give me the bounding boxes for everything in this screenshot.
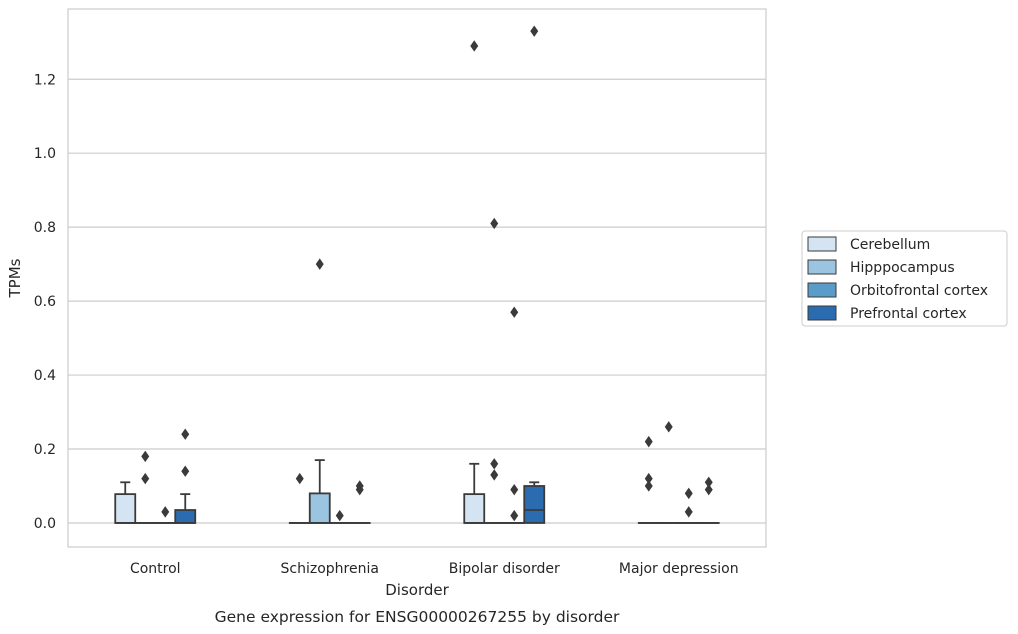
outlier-point — [315, 258, 324, 270]
outlier-point — [355, 483, 364, 496]
box-body — [523, 485, 546, 524]
box-body — [308, 492, 331, 524]
outlier-points — [141, 25, 713, 522]
legend-label: Prefrontal cortex — [850, 306, 967, 322]
outlier-point — [644, 480, 653, 492]
outlier-point — [295, 472, 304, 485]
box-body — [463, 493, 486, 524]
x-tick-label: Schizophrenia — [281, 561, 379, 577]
outlier-point — [644, 435, 653, 448]
y-tick-label: 1.0 — [34, 146, 56, 162]
x-tick-label: Major depression — [619, 561, 739, 577]
x-axis-label: Disorder — [385, 581, 449, 599]
legend-swatch — [807, 305, 837, 321]
plot-area-frame — [67, 8, 767, 548]
y-tick-label: 1.2 — [34, 72, 56, 88]
outlier-point — [181, 428, 190, 440]
box — [523, 481, 546, 524]
legend-label: Hipppocampus — [850, 260, 955, 276]
outlier-point — [510, 509, 519, 522]
x-tick-label: Control — [130, 561, 181, 577]
outlier-point — [684, 487, 693, 500]
outlier-point — [335, 509, 344, 522]
outlier-point — [490, 469, 499, 481]
box-series — [114, 459, 720, 524]
outlier-point — [510, 483, 519, 496]
box-body — [114, 493, 137, 524]
outlier-point — [161, 506, 170, 518]
y-tick-labels: 0.0 0.2 0.4 0.6 0.8 1.0 1.2 — [34, 72, 56, 532]
legend-swatch — [807, 259, 837, 275]
legend-frame — [801, 230, 1008, 327]
y-tick-label: 0.6 — [34, 294, 56, 310]
outlier-point — [684, 506, 693, 518]
legend-label: Cerebellum — [850, 237, 930, 253]
outlier-point — [490, 217, 499, 230]
legend-label: Orbitofrontal cortex — [850, 283, 988, 299]
outlier-point — [530, 25, 539, 37]
y-tick-label: 0.2 — [34, 442, 56, 458]
box — [308, 459, 331, 524]
outlier-point — [141, 472, 150, 485]
y-tick-label: 0.0 — [34, 516, 56, 532]
outlier-point — [664, 421, 673, 433]
outlier-point — [470, 40, 479, 52]
box — [174, 493, 197, 524]
x-tick-labels: Control Schizophrenia Bipolar disorder Majo… — [130, 561, 739, 577]
chart-caption: Gene expression for ENSG00000267255 by d… — [215, 608, 620, 626]
legend-swatch — [807, 282, 837, 298]
outlier-point — [510, 306, 519, 318]
box-body — [174, 509, 197, 524]
box — [463, 462, 486, 524]
outlier-point — [704, 483, 713, 496]
legend-swatch — [807, 236, 837, 252]
legend: Cerebellum Hipppocampus Orbitofrontal cort… — [801, 230, 1008, 327]
outlier-point — [181, 465, 190, 477]
y-tick-label: 0.4 — [34, 368, 56, 384]
x-tick-label: Bipolar disorder — [449, 561, 560, 577]
box — [114, 481, 137, 524]
outlier-point — [490, 458, 499, 470]
outlier-point — [141, 450, 150, 463]
y-tick-label: 0.8 — [34, 220, 56, 236]
gridlines — [68, 78, 766, 524]
y-axis-label: TPMs — [6, 258, 24, 298]
